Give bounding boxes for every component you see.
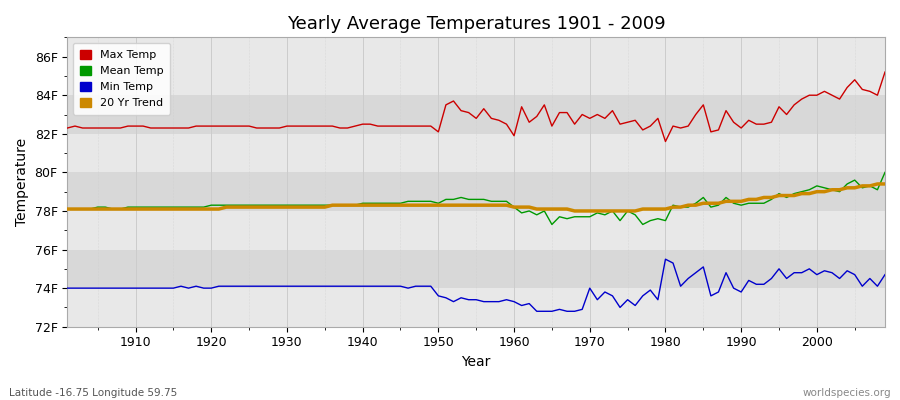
Bar — [68, 288, 885, 327]
Bar — [68, 95, 885, 134]
Legend: Max Temp, Mean Temp, Min Temp, 20 Yr Trend: Max Temp, Mean Temp, Min Temp, 20 Yr Tre… — [73, 43, 170, 115]
Bar — [68, 134, 885, 172]
Bar — [68, 250, 885, 288]
Bar — [68, 57, 885, 95]
X-axis label: Year: Year — [462, 355, 490, 369]
Text: worldspecies.org: worldspecies.org — [803, 388, 891, 398]
Title: Yearly Average Temperatures 1901 - 2009: Yearly Average Temperatures 1901 - 2009 — [287, 15, 665, 33]
Text: Latitude -16.75 Longitude 59.75: Latitude -16.75 Longitude 59.75 — [9, 388, 177, 398]
Bar — [68, 172, 885, 211]
Y-axis label: Temperature: Temperature — [15, 138, 29, 226]
Bar — [68, 211, 885, 250]
